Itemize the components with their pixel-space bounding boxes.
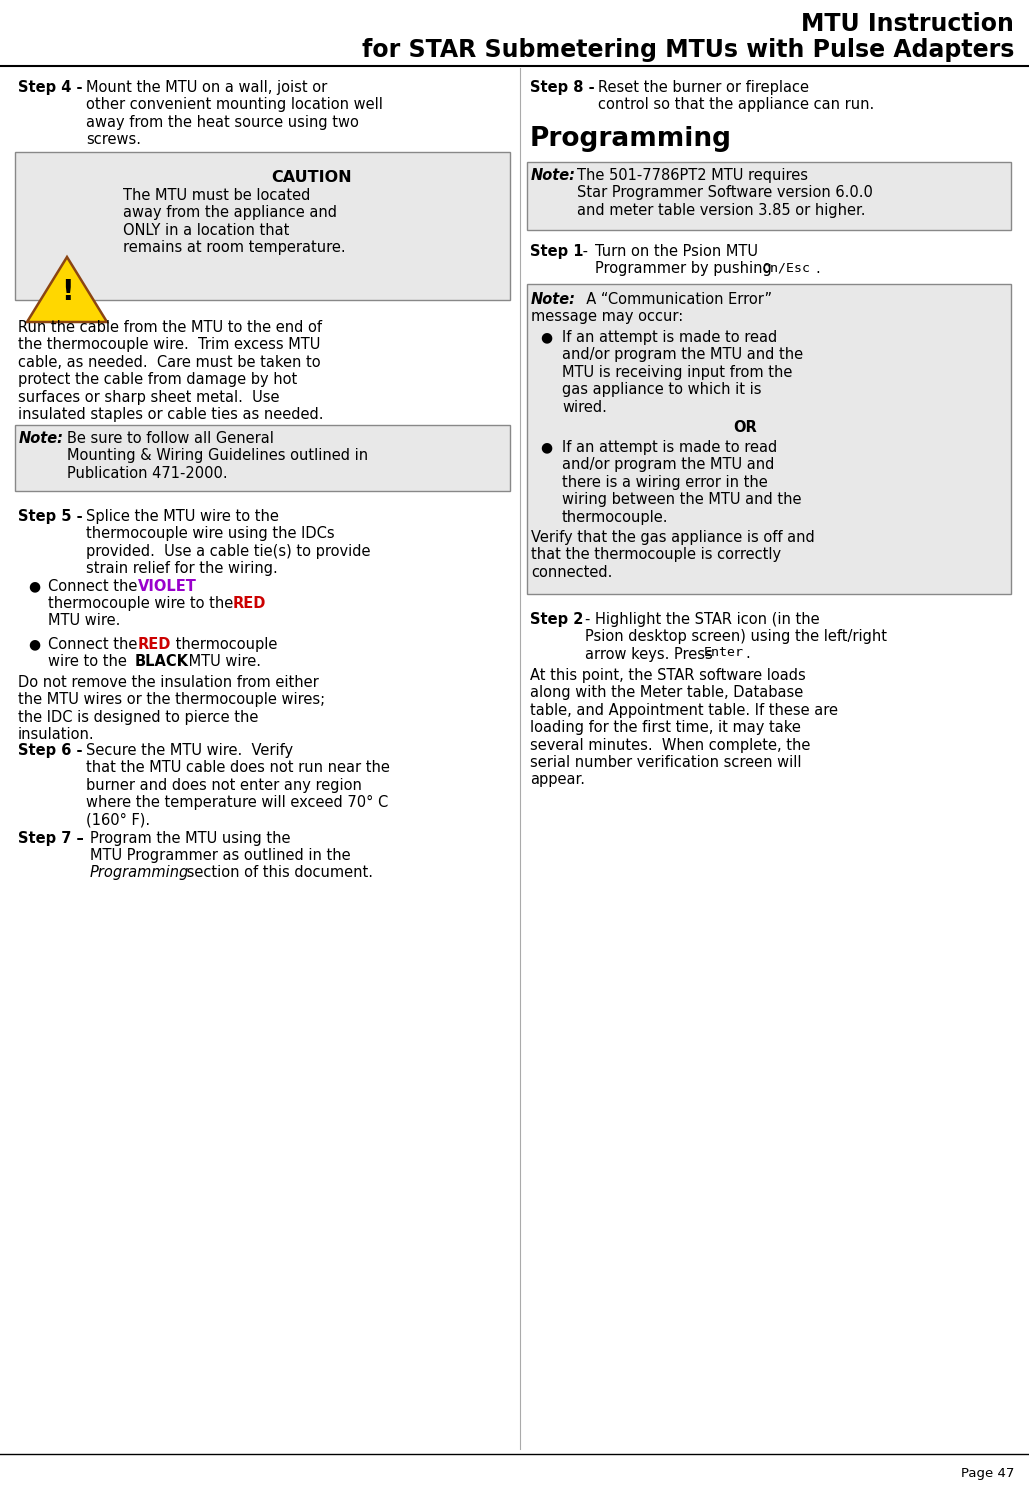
Text: Secure the MTU wire.  Verify
that the MTU cable does not run near the
burner and: Secure the MTU wire. Verify that the MTU… <box>86 744 390 827</box>
Text: Program the MTU using the
MTU Programmer as outlined in the: Program the MTU using the MTU Programmer… <box>90 830 351 863</box>
Text: Splice the MTU wire to the
thermocouple wire using the IDCs
provided.  Use a cab: Splice the MTU wire to the thermocouple … <box>86 510 370 576</box>
Text: VIOLET: VIOLET <box>138 579 197 594</box>
Text: The MTU must be located
away from the appliance and
ONLY in a location that
rema: The MTU must be located away from the ap… <box>123 187 346 255</box>
Text: If an attempt is made to read
and/or program the MTU and the
MTU is receiving in: If an attempt is made to read and/or pro… <box>562 330 803 415</box>
Text: .: . <box>745 646 750 661</box>
Text: Programming: Programming <box>90 865 189 880</box>
Text: RED: RED <box>138 637 172 652</box>
FancyBboxPatch shape <box>527 283 1012 594</box>
Text: A “Communication Error”: A “Communication Error” <box>577 292 772 307</box>
Text: RED: RED <box>233 597 267 612</box>
Text: section of this document.: section of this document. <box>182 865 372 880</box>
FancyBboxPatch shape <box>15 151 510 300</box>
Text: ●: ● <box>540 330 553 343</box>
Text: MTU wire.: MTU wire. <box>48 613 120 628</box>
FancyBboxPatch shape <box>527 162 1012 229</box>
Text: Enter: Enter <box>704 646 744 660</box>
Text: Connect the: Connect the <box>48 579 142 594</box>
Text: Step 5 -: Step 5 - <box>17 510 82 525</box>
Text: If an attempt is made to read
and/or program the MTU and
there is a wiring error: If an attempt is made to read and/or pro… <box>562 441 802 525</box>
Text: Step 1: Step 1 <box>530 244 583 259</box>
Text: MTU wire.: MTU wire. <box>184 654 261 669</box>
Text: Verify that the gas appliance is off and
that the thermocouple is correctly
conn: Verify that the gas appliance is off and… <box>531 531 815 580</box>
FancyBboxPatch shape <box>15 426 510 492</box>
Text: OR: OR <box>733 420 756 435</box>
Text: Step 2: Step 2 <box>530 612 583 627</box>
Text: Mount the MTU on a wall, joist or
other convenient mounting location well
away f: Mount the MTU on a wall, joist or other … <box>86 79 383 147</box>
Text: Step 6 -: Step 6 - <box>17 744 82 758</box>
Text: Be sure to follow all General
Mounting & Wiring Guidelines outlined in
Publicati: Be sure to follow all General Mounting &… <box>67 432 368 481</box>
Text: Note:: Note: <box>19 432 64 447</box>
Text: MTU Instruction: MTU Instruction <box>802 12 1014 36</box>
Text: -: - <box>578 244 593 259</box>
Text: BLACK: BLACK <box>135 654 189 669</box>
Text: Step 8 -: Step 8 - <box>530 79 595 94</box>
Text: ●: ● <box>28 579 40 594</box>
Text: thermocouple: thermocouple <box>171 637 278 652</box>
Text: Step 7 –: Step 7 – <box>17 830 83 845</box>
Text: Programming: Programming <box>530 126 732 151</box>
Text: Turn on the Psion MTU: Turn on the Psion MTU <box>595 244 758 259</box>
Text: wire to the: wire to the <box>48 654 132 669</box>
Text: Page 47: Page 47 <box>961 1468 1014 1480</box>
Text: Step 4 -: Step 4 - <box>17 79 82 94</box>
Text: CAUTION: CAUTION <box>272 169 352 184</box>
Text: Note:: Note: <box>531 168 576 183</box>
Text: !: ! <box>61 277 73 306</box>
Text: thermocouple wire to the: thermocouple wire to the <box>48 597 238 612</box>
Text: message may occur:: message may occur: <box>531 309 683 324</box>
Text: ●: ● <box>540 441 553 454</box>
Text: At this point, the STAR software loads
along with the Meter table, Database
tabl: At this point, the STAR software loads a… <box>530 669 838 787</box>
Text: Programmer by pushing: Programmer by pushing <box>595 261 776 276</box>
Text: .: . <box>815 261 820 276</box>
Text: ●: ● <box>28 637 40 651</box>
Text: On/Esc: On/Esc <box>762 261 810 274</box>
Polygon shape <box>27 256 107 322</box>
Text: for STAR Submetering MTUs with Pulse Adapters: for STAR Submetering MTUs with Pulse Ada… <box>361 37 1014 61</box>
Text: Connect the: Connect the <box>48 637 142 652</box>
Text: The 501-7786PT2 MTU requires
Star Programmer Software version 6.0.0
and meter ta: The 501-7786PT2 MTU requires Star Progra… <box>577 168 873 217</box>
Text: - Highlight the STAR icon (in the
Psion desktop screen) using the left/right
arr: - Highlight the STAR icon (in the Psion … <box>586 612 887 661</box>
Text: Reset the burner or fireplace
control so that the appliance can run.: Reset the burner or fireplace control so… <box>598 79 875 112</box>
Text: Run the cable from the MTU to the end of
the thermocouple wire.  Trim excess MTU: Run the cable from the MTU to the end of… <box>17 319 323 423</box>
Text: Note:: Note: <box>531 292 576 307</box>
Text: Do not remove the insulation from either
the MTU wires or the thermocouple wires: Do not remove the insulation from either… <box>17 675 325 742</box>
